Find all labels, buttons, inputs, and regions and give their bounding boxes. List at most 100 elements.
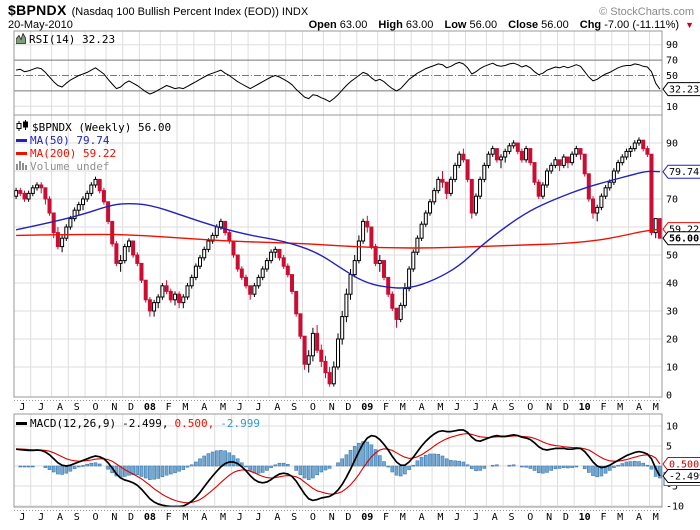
- svg-text:J: J: [237, 512, 243, 523]
- svg-text:N: N: [329, 402, 335, 413]
- main-legend: $BPNDX (Weekly) 56.00 MA(50) 79.74 MA(20…: [16, 120, 171, 173]
- candle: [85, 190, 90, 202]
- svg-text:N: N: [546, 402, 552, 413]
- candle: [122, 243, 127, 264]
- svg-text:D: D: [128, 512, 134, 523]
- svg-text:A: A: [492, 512, 498, 523]
- candle: [164, 280, 169, 295]
- candle: [39, 182, 44, 194]
- candle: [369, 226, 374, 250]
- candle: [536, 179, 541, 199]
- candle: [432, 187, 437, 205]
- candle: [26, 190, 31, 202]
- candle: [127, 238, 131, 253]
- svg-text:10: 10: [579, 402, 591, 413]
- candle: [101, 187, 106, 205]
- candle: [657, 218, 662, 239]
- candle: [18, 187, 23, 197]
- candle: [448, 176, 453, 197]
- svg-text:10: 10: [666, 363, 678, 374]
- candle: [453, 162, 458, 183]
- candle: [55, 227, 60, 250]
- macd-main-line: [16, 429, 661, 508]
- svg-text:F: F: [383, 512, 389, 523]
- change-down-triangle-icon: ▼: [685, 20, 694, 30]
- candle: [553, 157, 558, 169]
- svg-text:A: A: [274, 512, 280, 523]
- candle: [210, 232, 215, 244]
- chart-date: 20-May-2010: [8, 19, 73, 31]
- main-border: [13, 114, 663, 398]
- candle: [106, 201, 111, 225]
- candle: [281, 255, 286, 269]
- svg-text:32.23: 32.23: [669, 85, 699, 96]
- svg-text:F: F: [383, 402, 389, 413]
- svg-text:M: M: [182, 402, 188, 413]
- close-label: Close: [508, 19, 539, 31]
- svg-text:M: M: [653, 402, 659, 413]
- candle: [482, 162, 487, 183]
- candle: [260, 266, 265, 281]
- svg-text:O: O: [93, 512, 99, 523]
- ma200-line-icon: [16, 152, 27, 155]
- svg-text:A: A: [201, 512, 207, 523]
- candle: [398, 302, 403, 323]
- svg-text:F: F: [166, 512, 172, 523]
- candle: [423, 210, 428, 227]
- candle: [60, 235, 65, 253]
- candle: [511, 140, 516, 149]
- candle: [390, 291, 395, 311]
- macd-histogram: [18, 441, 662, 480]
- macd-hist-value: -2.999: [220, 417, 260, 430]
- candle: [160, 283, 165, 300]
- svg-text:J: J: [454, 402, 460, 413]
- candle: [189, 274, 194, 289]
- candle: [365, 215, 370, 233]
- svg-text:56.00: 56.00: [669, 234, 699, 245]
- candle: [143, 279, 148, 303]
- volume-legend-label: Volume undef: [30, 160, 110, 173]
- svg-text:A: A: [492, 402, 498, 413]
- candle: [173, 291, 177, 306]
- candle: [277, 248, 282, 261]
- macd-line-icon: [16, 422, 27, 425]
- candle: [340, 311, 345, 345]
- candle: [641, 139, 646, 152]
- candle: [415, 235, 420, 255]
- candle: [177, 291, 182, 309]
- candle: [382, 260, 386, 281]
- macd-signal-line: [16, 433, 661, 504]
- candle: [574, 145, 579, 157]
- candle: [64, 224, 69, 241]
- svg-text:30: 30: [666, 307, 678, 318]
- candle: [507, 143, 512, 155]
- candle: [344, 288, 349, 323]
- candle: [51, 212, 56, 239]
- candle: [478, 176, 483, 199]
- candle: [499, 154, 503, 169]
- candle: [624, 148, 629, 160]
- candle: [503, 148, 508, 163]
- svg-text:M: M: [437, 402, 443, 413]
- candle: [76, 201, 81, 216]
- x-axis-macd: J J A S O N D 08 F M A M J J A S O N D 09 F M A M J J A S O N D 10 F M A M: [14, 510, 662, 523]
- candle: [444, 181, 449, 199]
- candle: [490, 145, 495, 157]
- main-grid: [30, 115, 650, 397]
- candle: [645, 145, 650, 157]
- rsi-legend-label: RSI(14) 32.23: [29, 33, 116, 46]
- candle: [235, 254, 240, 272]
- svg-text:50: 50: [666, 251, 678, 262]
- candle: [336, 333, 340, 370]
- candle: [394, 307, 399, 328]
- candle: [494, 148, 499, 163]
- candle: [310, 327, 315, 362]
- svg-text:M: M: [400, 512, 406, 523]
- candle: [298, 313, 303, 339]
- svg-text:D: D: [128, 402, 134, 413]
- svg-text:40: 40: [666, 279, 678, 290]
- svg-text:-2.499: -2.499: [669, 471, 700, 482]
- svg-text:S: S: [291, 512, 297, 523]
- svg-text:09: 09: [361, 512, 373, 523]
